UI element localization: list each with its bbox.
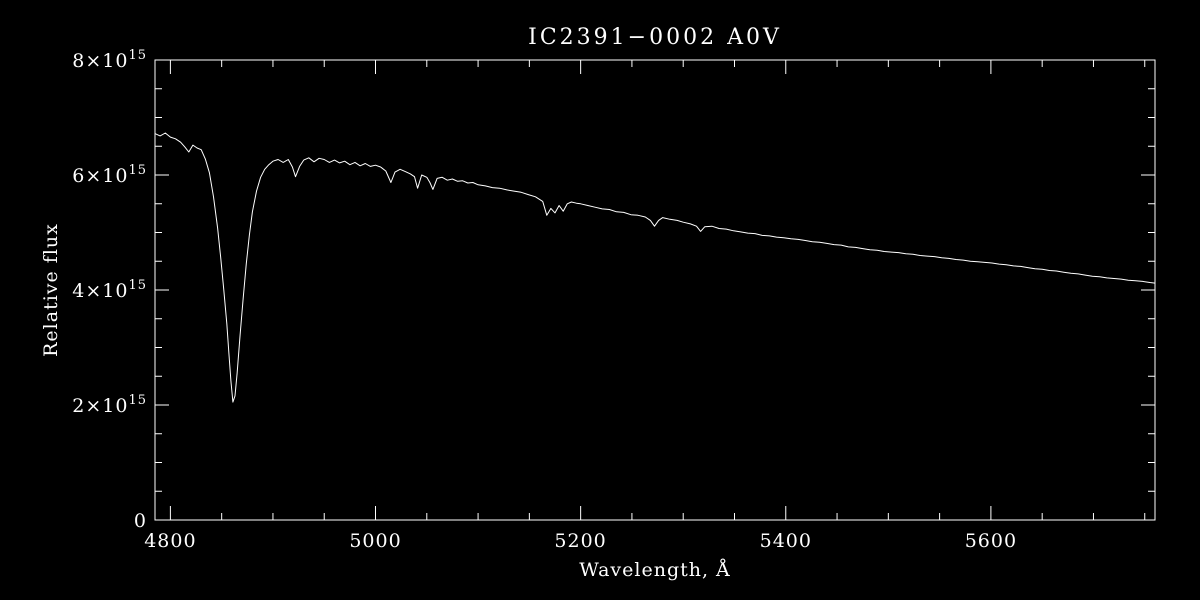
x-tick-labels: 4800 5000 5200 5400 5600 (144, 530, 1017, 552)
y-axis-label: Relative flux (40, 223, 62, 357)
x-axis-label: Wavelength, Å (579, 559, 731, 581)
x-tick-label: 5400 (760, 530, 812, 552)
y-tick-label: 4×1015 (72, 278, 147, 302)
y-tick-label: 6×1015 (72, 163, 147, 187)
plot-box (154, 59, 1156, 521)
spectrum-line (154, 132, 1156, 403)
x-tick-label: 5200 (554, 530, 606, 552)
plot-area: 4800 5000 5200 5400 5600 0 2×1015 4×1015 6×1015 8… (72, 48, 1156, 552)
chart-title: IC2391−0002 A0V (528, 25, 782, 50)
x-tick-label: 5000 (349, 530, 401, 552)
y-ticks (155, 59, 1155, 521)
y-tick-label: 2×1015 (72, 393, 147, 417)
x-tick-label: 4800 (144, 530, 196, 552)
x-ticks (169, 60, 1146, 520)
y-tick-label: 8×1015 (72, 48, 147, 72)
x-tick-label: 5600 (965, 530, 1017, 552)
y-tick-labels: 0 2×1015 4×1015 6×1015 8×1015 (72, 48, 147, 532)
y-tick-label: 0 (134, 510, 147, 532)
